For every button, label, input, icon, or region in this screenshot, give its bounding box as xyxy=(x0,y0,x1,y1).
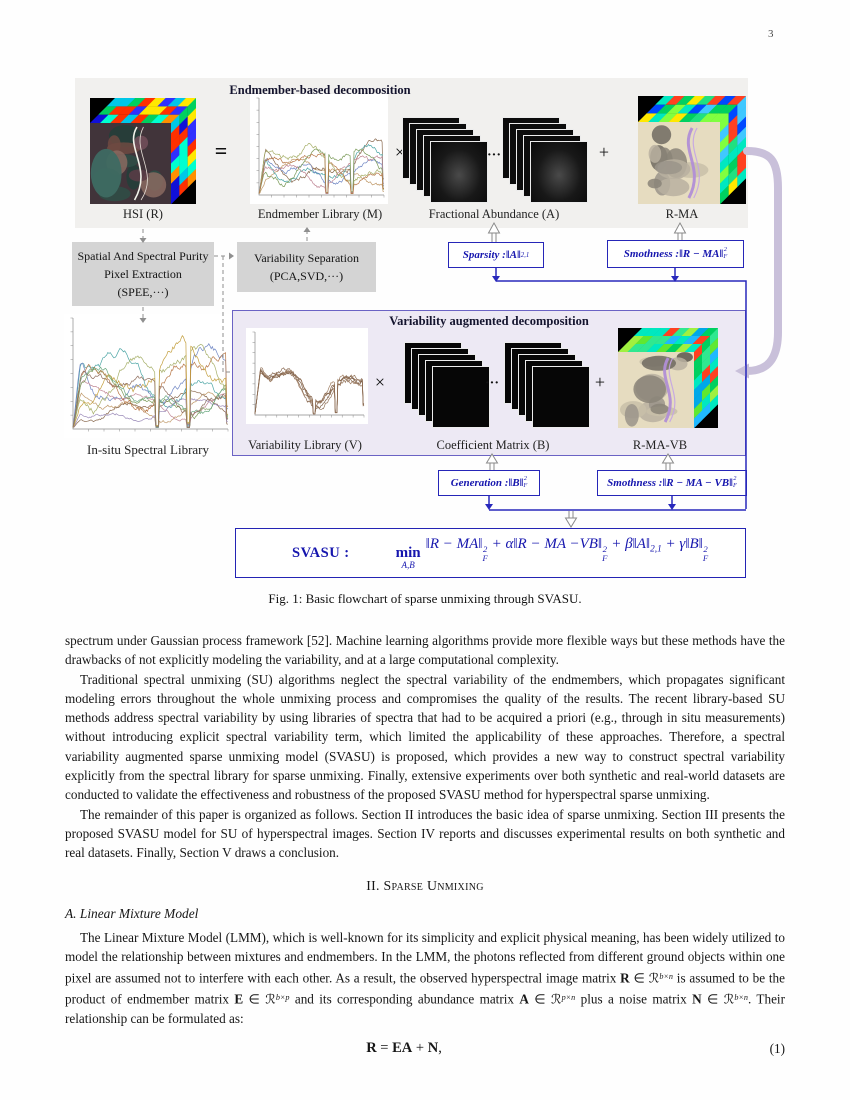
fractional-abundance-label: Fractional Abundance (A) xyxy=(428,207,560,221)
smothness-constraint-box-2: Smothness : ‖R − MA − VB‖ 2 F xyxy=(597,470,747,496)
hollow-down-arrow xyxy=(564,511,578,528)
svasu-label: SVASU : xyxy=(292,544,350,561)
rma-feedback-arrow xyxy=(743,147,782,375)
paragraph: The remainder of this paper is organized… xyxy=(65,806,785,861)
times-operator-bottom: × xyxy=(374,372,386,392)
equation-1: R = EA + N, xyxy=(366,1039,442,1056)
variability-library-label: Variability Library (V) xyxy=(248,438,362,452)
equation-row: R = EA + N, (1) xyxy=(65,1039,785,1058)
svasu-objective-box: SVASU : min A,B ‖R − MA‖ 2 F + α‖R − MA −VB‖… xyxy=(235,528,746,578)
spee-process-box: Spatial And Spectral Purity Pixel Extrac… xyxy=(72,242,214,306)
sparsity-constraint-box: Sparsity : ‖A‖ 2,1 xyxy=(448,242,544,268)
spee-line: Pixel Extraction xyxy=(104,267,182,281)
subsection-heading: A. Linear Mixture Model xyxy=(65,905,199,921)
page-number: 3 xyxy=(768,28,774,40)
abundance-sheet-front xyxy=(531,142,587,202)
coefficient-stack-1 xyxy=(405,343,491,429)
endmember-library-label: Endmember Library (M) xyxy=(257,207,383,221)
paragraph: spectrum under Gaussian process framewor… xyxy=(65,633,785,668)
insitu-spectral-library-plot xyxy=(64,314,232,438)
dots-bottom: ··· xyxy=(484,376,499,391)
abundance-sheet-front xyxy=(431,142,487,202)
times-operator-top: × xyxy=(394,142,406,162)
equals-operator: = xyxy=(214,138,228,163)
variability-separation-box: Variability Separation (PCA,SVD,···) xyxy=(237,242,376,292)
rma-label: R-MA xyxy=(665,207,699,221)
rmavb-label: R-MA-VB xyxy=(632,438,688,452)
spee-line: Spatial And Spectral Purity xyxy=(77,249,209,263)
rmavb-cube-image xyxy=(618,328,718,428)
hsi-cube-image xyxy=(90,98,196,204)
coefficient-stack-2 xyxy=(505,343,591,429)
variability-panel-title: Variability augmented decomposition xyxy=(389,314,589,328)
equation-number: (1) xyxy=(769,1040,785,1056)
svasu-formula: min A,B ‖R − MA‖ 2 F + α‖R − MA −VB‖ 2 F + β‖A… xyxy=(395,536,709,570)
vs-line: (PCA,SVD,···) xyxy=(269,269,344,283)
paragraph: Traditional spectral unmixing (SU) algor… xyxy=(65,671,785,803)
rma-cube-image xyxy=(638,96,746,204)
spee-line: (SPEE,···) xyxy=(117,285,169,299)
plus-operator-bottom: + xyxy=(594,372,606,392)
generation-constraint-box: Generation : ‖B‖ 2 F xyxy=(438,470,540,496)
abundance-stack-1 xyxy=(403,118,491,206)
coefficient-sheet-front xyxy=(533,367,589,427)
endmember-library-plot xyxy=(250,94,388,204)
section-heading: II. Sparse Unmixing xyxy=(366,877,484,893)
hsi-label: HSI (R) xyxy=(123,207,163,221)
body-text-column: spectrum under Gaussian process framewor… xyxy=(65,631,785,1058)
dots-top: ··· xyxy=(486,148,501,163)
figure-caption: Fig. 1: Basic flowchart of sparse unmixi… xyxy=(268,591,582,606)
plus-operator-top: + xyxy=(598,142,610,162)
endmember-panel-title: Endmember-based decomposition xyxy=(229,83,411,97)
vs-line: Variability Separation xyxy=(254,251,359,265)
coefficient-matrix-label: Coefficient Matrix (B) xyxy=(436,438,550,452)
abundance-stack-2 xyxy=(503,118,591,206)
smothness-constraint-box-1: Smothness : ‖R − MA‖ 2 F xyxy=(607,240,744,268)
paragraph: The Linear Mixture Model (LMM), which is… xyxy=(65,930,785,1026)
insitu-library-label: In-situ Spectral Library xyxy=(86,442,209,457)
variability-library-plot xyxy=(246,328,368,424)
coefficient-sheet-front xyxy=(433,367,489,427)
